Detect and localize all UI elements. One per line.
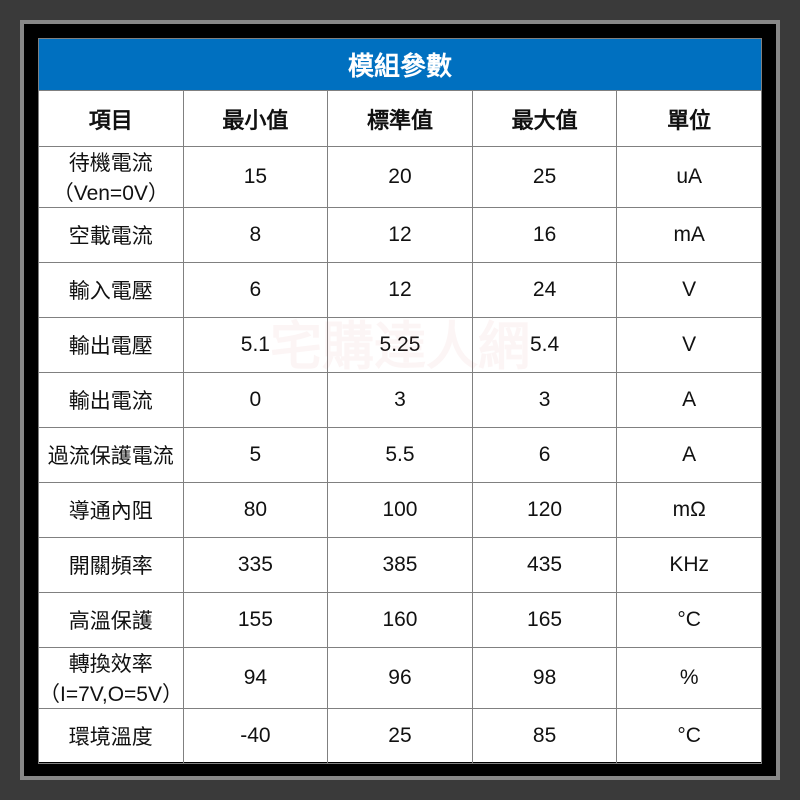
table-container: 宅購達人網 模組參數 項目 最小值 標準值 最大值 單位 待機電流（Ven=0V…	[38, 38, 762, 762]
cell-item: 輸出電壓	[39, 318, 184, 373]
table-row: 輸出電壓 5.1 5.25 5.4 V	[39, 318, 762, 373]
cell-min: 80	[183, 483, 328, 538]
cell-typ: 20	[328, 147, 473, 208]
outer-frame: 宅購達人網 模組參數 項目 最小值 標準值 最大值 單位 待機電流（Ven=0V…	[20, 20, 780, 780]
cell-typ: 12	[328, 208, 473, 263]
cell-item: 輸出電流	[39, 373, 184, 428]
cell-unit: °C	[617, 593, 762, 648]
cell-item: 空載電流	[39, 208, 184, 263]
table-row: 轉換效率（I=7V,O=5V） 94 96 98 %	[39, 648, 762, 709]
cell-min: 0	[183, 373, 328, 428]
cell-item: 轉換效率（I=7V,O=5V）	[39, 648, 184, 709]
cell-max: 85	[472, 709, 617, 764]
cell-min: 8	[183, 208, 328, 263]
cell-unit: A	[617, 428, 762, 483]
cell-item: 高溫保護	[39, 593, 184, 648]
cell-min: 6	[183, 263, 328, 318]
table-body: 待機電流（Ven=0V） 15 20 25 uA 空載電流 8 12 16 mA…	[39, 147, 762, 764]
header-row: 項目 最小值 標準值 最大值 單位	[39, 91, 762, 147]
cell-min: 94	[183, 648, 328, 709]
cell-min: 335	[183, 538, 328, 593]
table-row: 開關頻率 335 385 435 KHz	[39, 538, 762, 593]
col-header-unit: 單位	[617, 91, 762, 147]
cell-typ: 385	[328, 538, 473, 593]
cell-max: 5.4	[472, 318, 617, 373]
cell-max: 165	[472, 593, 617, 648]
cell-unit: V	[617, 318, 762, 373]
table-row: 過流保護電流 5 5.5 6 A	[39, 428, 762, 483]
cell-min: 5.1	[183, 318, 328, 373]
col-header-typ: 標準值	[328, 91, 473, 147]
cell-item: 待機電流（Ven=0V）	[39, 147, 184, 208]
cell-max: 435	[472, 538, 617, 593]
table-row: 待機電流（Ven=0V） 15 20 25 uA	[39, 147, 762, 208]
col-header-min: 最小值	[183, 91, 328, 147]
title-row: 模組參數	[39, 39, 762, 91]
cell-unit: °C	[617, 709, 762, 764]
cell-unit: uA	[617, 147, 762, 208]
cell-min: -40	[183, 709, 328, 764]
cell-min: 5	[183, 428, 328, 483]
cell-unit: mΩ	[617, 483, 762, 538]
cell-max: 120	[472, 483, 617, 538]
cell-typ: 5.5	[328, 428, 473, 483]
cell-min: 15	[183, 147, 328, 208]
cell-max: 98	[472, 648, 617, 709]
col-header-item: 項目	[39, 91, 184, 147]
cell-item: 開關頻率	[39, 538, 184, 593]
cell-item: 過流保護電流	[39, 428, 184, 483]
spec-table: 模組參數 項目 最小值 標準值 最大值 單位 待機電流（Ven=0V） 15 2…	[38, 38, 762, 764]
cell-unit: %	[617, 648, 762, 709]
cell-max: 24	[472, 263, 617, 318]
table-row: 空載電流 8 12 16 mA	[39, 208, 762, 263]
cell-unit: mA	[617, 208, 762, 263]
cell-item: 環境溫度	[39, 709, 184, 764]
table-row: 環境溫度 -40 25 85 °C	[39, 709, 762, 764]
cell-typ: 5.25	[328, 318, 473, 373]
table-row: 輸入電壓 6 12 24 V	[39, 263, 762, 318]
cell-typ: 25	[328, 709, 473, 764]
cell-typ: 96	[328, 648, 473, 709]
cell-unit: V	[617, 263, 762, 318]
table-row: 導通內阻 80 100 120 mΩ	[39, 483, 762, 538]
col-header-max: 最大值	[472, 91, 617, 147]
cell-min: 155	[183, 593, 328, 648]
cell-typ: 100	[328, 483, 473, 538]
table-row: 輸出電流 0 3 3 A	[39, 373, 762, 428]
cell-item: 導通內阻	[39, 483, 184, 538]
cell-max: 6	[472, 428, 617, 483]
table-row: 高溫保護 155 160 165 °C	[39, 593, 762, 648]
cell-unit: KHz	[617, 538, 762, 593]
table-title: 模組參數	[39, 39, 762, 91]
cell-unit: A	[617, 373, 762, 428]
cell-max: 16	[472, 208, 617, 263]
cell-max: 25	[472, 147, 617, 208]
cell-item: 輸入電壓	[39, 263, 184, 318]
cell-typ: 3	[328, 373, 473, 428]
cell-typ: 160	[328, 593, 473, 648]
cell-max: 3	[472, 373, 617, 428]
cell-typ: 12	[328, 263, 473, 318]
